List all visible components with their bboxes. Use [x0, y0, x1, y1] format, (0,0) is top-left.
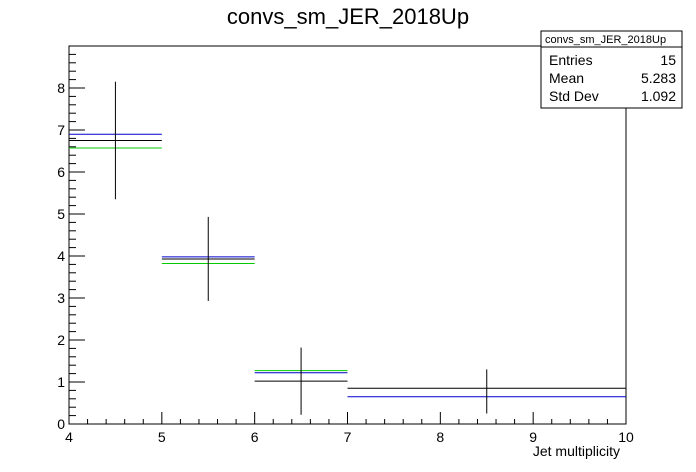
stats-box: convs_sm_JER_2018Up Entries 15 Mean 5.28… — [540, 30, 683, 109]
stats-entries-label: Entries — [549, 52, 593, 68]
y-tick-label: 6 — [57, 164, 65, 180]
y-tick-label: 2 — [57, 332, 65, 348]
stats-mean-label: Mean — [549, 70, 584, 86]
x-tick-label: 10 — [618, 429, 634, 445]
chart-title: convs_sm_JER_2018Up — [227, 4, 469, 29]
x-tick-label: 6 — [251, 429, 259, 445]
y-tick-label: 3 — [57, 290, 65, 306]
y-tick-label: 1 — [57, 374, 65, 390]
stats-stddev-value: 1.092 — [641, 88, 676, 104]
y-tick-label: 4 — [57, 248, 65, 264]
y-tick-label: 5 — [57, 206, 65, 222]
x-tick-label: 9 — [529, 429, 537, 445]
x-tick-label: 8 — [436, 429, 444, 445]
y-tick-label: 8 — [57, 80, 65, 96]
x-axis: 4 5 6 7 8 9 10 — [65, 412, 634, 445]
series-layer — [69, 81, 626, 415]
y-axis: 0 1 2 3 4 5 6 7 8 — [57, 53, 85, 432]
stats-mean-value: 5.283 — [641, 70, 676, 86]
y-tick-label: 7 — [57, 122, 65, 138]
stats-box-frame — [540, 30, 683, 109]
x-axis-label: Jet multiplicity — [533, 443, 620, 459]
y-tick-label: 0 — [57, 416, 65, 432]
stats-stddev-label: Std Dev — [549, 88, 599, 104]
x-tick-label: 7 — [344, 429, 352, 445]
stats-entries-value: 15 — [660, 52, 676, 68]
x-tick-label: 5 — [158, 429, 166, 445]
x-tick-label: 4 — [65, 429, 73, 445]
stats-box-title: convs_sm_JER_2018Up — [545, 34, 666, 46]
